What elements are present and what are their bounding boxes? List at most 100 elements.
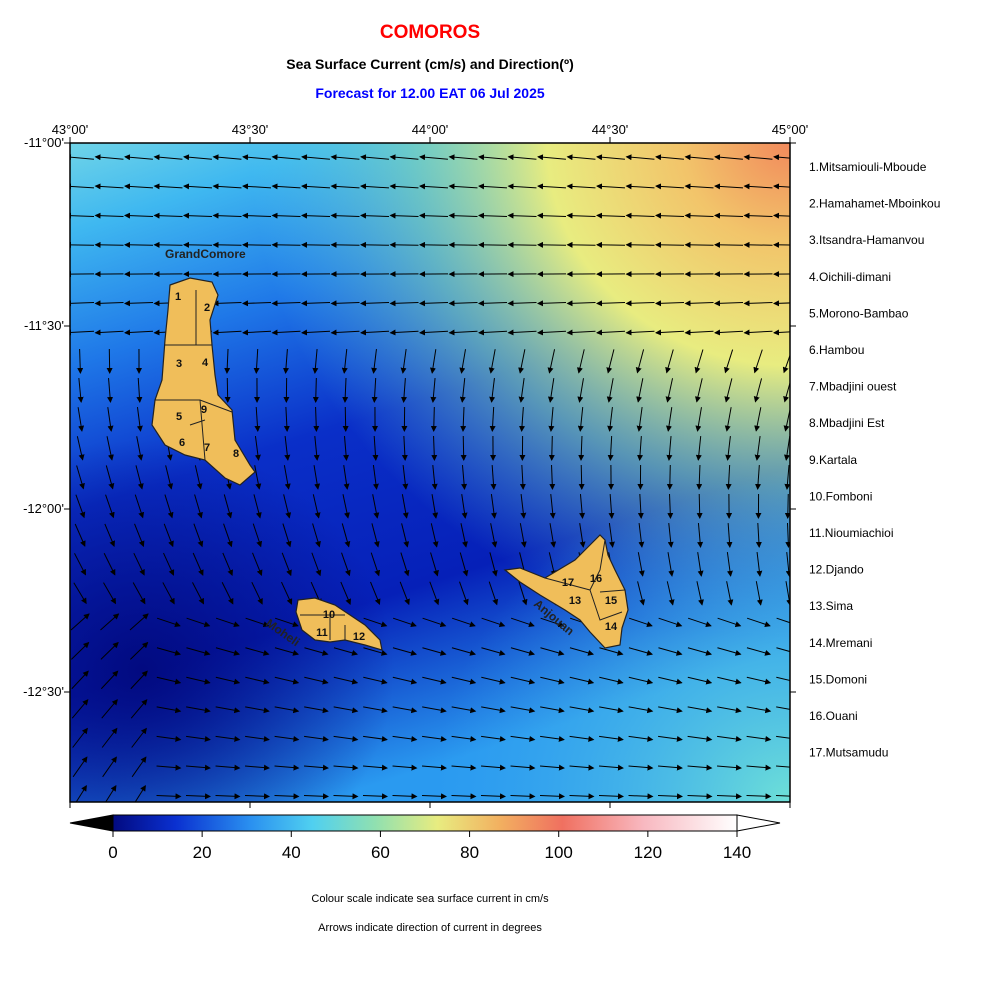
current-arrow <box>371 377 378 403</box>
current-arrow <box>461 465 468 490</box>
current-arrow <box>102 756 117 778</box>
current-arrow <box>776 647 790 653</box>
current-arrow <box>333 647 359 656</box>
current-arrow <box>569 735 595 742</box>
current-arrow <box>746 676 772 685</box>
current-arrow <box>519 406 525 432</box>
current-arrow <box>215 764 241 771</box>
current-arrow <box>756 552 763 577</box>
current-arrow <box>313 465 321 490</box>
current-arrow <box>746 617 771 628</box>
current-arrow <box>460 435 467 461</box>
legend-item: 8.Mbadjini Est <box>809 416 885 430</box>
region-number: 5 <box>176 411 182 423</box>
legend: 1.Mitsamiouli-Mboude 2.Hamahamet-Mboinkou… <box>809 160 940 760</box>
current-arrow <box>304 735 329 742</box>
current-arrow <box>162 582 175 605</box>
current-arrow <box>743 300 773 307</box>
current-arrow <box>107 407 114 432</box>
current-arrow <box>537 183 567 190</box>
legend-item: 11.Nioumiachioi <box>809 526 894 540</box>
current-arrow <box>448 183 478 190</box>
current-arrow <box>687 676 713 685</box>
current-arrow <box>451 647 477 656</box>
current-arrow <box>637 581 646 606</box>
island <box>151 277 256 486</box>
colorbar-label: 80 <box>460 843 479 862</box>
island-name: GrandComore <box>165 247 246 261</box>
current-arrow <box>540 647 565 656</box>
current-arrow <box>598 793 624 800</box>
current-arrow <box>548 435 555 461</box>
current-arrow <box>94 212 124 219</box>
current-arrow <box>342 377 349 403</box>
current-arrow <box>540 735 565 742</box>
current-arrow <box>636 407 643 432</box>
current-arrow <box>714 300 744 307</box>
current-arrow <box>124 329 154 336</box>
current-arrow <box>430 523 439 548</box>
current-arrow <box>460 523 468 548</box>
colorbar-label: 60 <box>371 843 390 862</box>
current-arrow <box>252 523 263 548</box>
legend-item: 4.Oichili-dimani <box>809 270 891 284</box>
current-arrow <box>695 407 702 432</box>
current-arrow <box>510 764 536 771</box>
current-arrow <box>360 154 389 161</box>
current-arrow <box>776 706 790 710</box>
current-arrow <box>625 329 655 336</box>
current-arrow <box>569 793 595 800</box>
current-arrow <box>392 617 417 628</box>
region-number: 10 <box>323 609 335 621</box>
current-arrow <box>303 793 329 800</box>
current-arrow <box>687 617 712 628</box>
current-arrow <box>301 212 331 219</box>
current-arrow <box>628 676 654 685</box>
lon-label: 44°00' <box>412 122 449 137</box>
current-arrow <box>131 756 147 778</box>
current-arrow <box>245 617 270 628</box>
current-arrow <box>163 523 174 548</box>
current-arrow <box>343 436 350 461</box>
current-arrow <box>135 465 144 490</box>
current-arrow <box>183 212 213 219</box>
current-arrow <box>371 349 378 374</box>
current-arrow <box>717 764 742 771</box>
region-number: 13 <box>569 595 581 607</box>
current-arrow <box>274 793 300 800</box>
current-arrow <box>658 676 683 685</box>
current-arrow <box>304 764 329 771</box>
current-arrow <box>628 735 654 742</box>
current-arrow <box>274 735 300 742</box>
current-arrow <box>153 154 183 161</box>
islands <box>151 277 629 651</box>
current-arrow <box>724 378 733 403</box>
current-arrow <box>578 435 585 461</box>
current-arrow <box>666 436 673 461</box>
current-arrow <box>510 706 536 714</box>
current-arrow <box>697 523 704 548</box>
current-arrow <box>401 494 409 519</box>
current-arrow <box>714 329 744 336</box>
current-arrow <box>478 212 508 219</box>
legend-item: 16.Ouani <box>809 709 858 723</box>
current-arrow <box>717 647 742 656</box>
current-arrow <box>153 183 183 190</box>
current-arrow <box>696 493 703 519</box>
current-arrow <box>124 183 154 190</box>
current-arrow <box>635 349 645 374</box>
current-arrow <box>419 154 448 161</box>
current-arrow <box>625 300 655 307</box>
current-arrow <box>743 154 773 161</box>
lon-label: 43°30' <box>232 122 269 137</box>
current-arrow <box>726 552 733 577</box>
current-arrow <box>636 378 644 403</box>
current-arrow <box>461 494 468 519</box>
current-arrow <box>330 212 360 219</box>
current-arrow <box>658 735 683 742</box>
current-arrow <box>658 764 683 771</box>
current-arrow <box>448 300 478 307</box>
current-arrow <box>134 784 146 802</box>
current-arrow <box>726 522 733 548</box>
current-arrow <box>480 793 506 800</box>
